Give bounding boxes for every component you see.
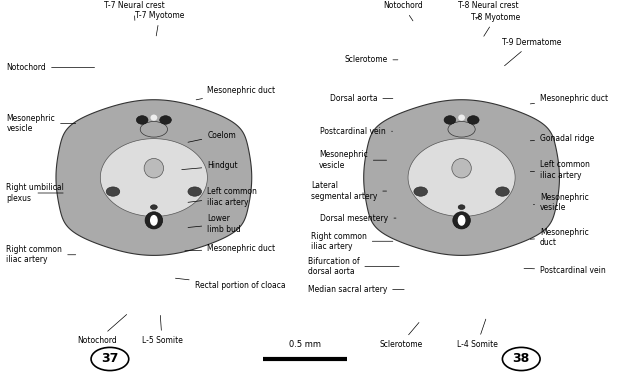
Text: Mesonephric
vesicle: Mesonephric vesicle	[533, 193, 589, 212]
Text: T-7 Myotome: T-7 Myotome	[135, 11, 185, 36]
Ellipse shape	[151, 115, 157, 121]
Text: Right common
iliac artery: Right common iliac artery	[6, 245, 76, 264]
Text: Right common
iliac artery: Right common iliac artery	[311, 232, 393, 251]
Text: Sclerotome: Sclerotome	[379, 322, 422, 349]
Ellipse shape	[458, 205, 465, 210]
Text: T-8 Neural crest: T-8 Neural crest	[458, 1, 519, 19]
Text: Mesonephric duct: Mesonephric duct	[196, 86, 275, 100]
Text: Coelom: Coelom	[188, 130, 236, 142]
Ellipse shape	[453, 212, 470, 229]
Polygon shape	[56, 100, 252, 256]
Ellipse shape	[414, 187, 428, 196]
Ellipse shape	[452, 159, 471, 178]
Text: 38: 38	[512, 352, 530, 366]
Text: Mesonephric
duct: Mesonephric duct	[530, 228, 589, 247]
Text: 37: 37	[101, 352, 119, 366]
Text: Hindgut: Hindgut	[181, 161, 238, 171]
Ellipse shape	[144, 159, 163, 178]
Ellipse shape	[145, 212, 163, 229]
Ellipse shape	[151, 205, 157, 210]
Text: Lower
limb bud: Lower limb bud	[188, 214, 241, 234]
Polygon shape	[364, 100, 560, 256]
Ellipse shape	[458, 115, 465, 121]
Text: T-8 Myotome: T-8 Myotome	[471, 13, 520, 36]
Ellipse shape	[467, 116, 479, 124]
Text: Postcardinal vein: Postcardinal vein	[320, 127, 392, 136]
Text: 0.5 mm: 0.5 mm	[289, 340, 320, 349]
Text: L-5 Somite: L-5 Somite	[141, 315, 183, 345]
Ellipse shape	[136, 116, 148, 124]
Text: T-7 Neural crest: T-7 Neural crest	[104, 1, 165, 20]
Text: L-4 Somite: L-4 Somite	[457, 319, 498, 349]
Ellipse shape	[160, 116, 171, 124]
Text: Notochord: Notochord	[383, 1, 423, 21]
Text: Dorsal aorta: Dorsal aorta	[330, 94, 393, 103]
Text: Sclerotome: Sclerotome	[344, 55, 398, 64]
Ellipse shape	[140, 122, 168, 137]
Text: Lateral
segmental artery: Lateral segmental artery	[311, 181, 387, 201]
Text: Right umbilical
plexus: Right umbilical plexus	[6, 183, 64, 203]
Text: Rectal portion of cloaca: Rectal portion of cloaca	[175, 278, 285, 290]
Polygon shape	[408, 139, 515, 217]
Text: Mesonephric duct: Mesonephric duct	[530, 94, 608, 104]
Ellipse shape	[188, 187, 202, 196]
Ellipse shape	[106, 187, 120, 196]
Text: Postcardinal vein: Postcardinal vein	[524, 266, 606, 275]
Text: Notochord: Notochord	[6, 63, 95, 72]
Text: Mesonephric duct: Mesonephric duct	[185, 244, 275, 254]
Polygon shape	[100, 139, 207, 217]
Text: Left common
iliac artery: Left common iliac artery	[188, 187, 257, 207]
Ellipse shape	[444, 116, 456, 124]
Ellipse shape	[458, 215, 465, 226]
Text: Dorsal mesentery: Dorsal mesentery	[320, 213, 396, 223]
Text: Mesonephric
vesicle: Mesonephric vesicle	[319, 151, 387, 170]
Ellipse shape	[448, 122, 475, 137]
Ellipse shape	[495, 187, 509, 196]
Ellipse shape	[150, 215, 158, 226]
Text: Mesonephric
vesicle: Mesonephric vesicle	[6, 114, 76, 133]
Text: Median sacral artery: Median sacral artery	[308, 285, 404, 294]
Text: T-9 Dermatome: T-9 Dermatome	[502, 38, 562, 66]
Text: Gonadal ridge: Gonadal ridge	[530, 134, 594, 144]
Text: Left common
iliac artery: Left common iliac artery	[530, 160, 590, 179]
Text: Bifurcation of
dorsal aorta: Bifurcation of dorsal aorta	[308, 257, 399, 276]
Text: Notochord: Notochord	[77, 315, 127, 345]
